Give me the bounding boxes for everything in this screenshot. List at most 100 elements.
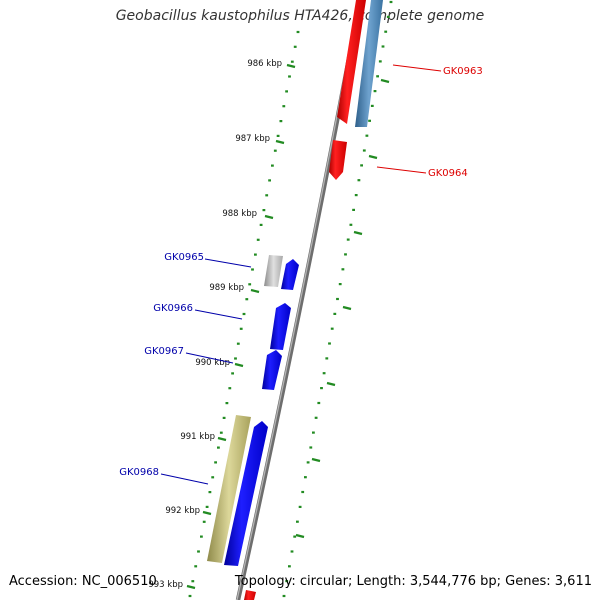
ruler-tick (353, 230, 363, 236)
ruler-minor-tick (273, 149, 277, 152)
ruler-label: 986 kbp (247, 59, 282, 69)
ruler-label: 993 kbp (148, 580, 183, 590)
ruler-labels: 986 kbp 987 kbp 988 kbp 989 kbp 990 kbp … (148, 59, 282, 590)
ruler-minor-tick (194, 565, 198, 568)
ruler-minor-tick (219, 431, 223, 434)
ruler-tick (295, 533, 305, 539)
ruler-minor-tick (251, 268, 254, 271)
ruler-minor-tick (188, 594, 192, 598)
gene-label-gk0967[interactable]: GK0967 (144, 346, 184, 357)
ruler-minor-tick (389, 0, 393, 4)
ruler-minor-tick (362, 149, 366, 152)
ruler-minor-tick (384, 30, 388, 33)
gene-gk0964-feature[interactable] (329, 140, 347, 180)
ruler-minor-tick (225, 402, 229, 405)
ruler-minor-tick (314, 416, 318, 419)
ruler-minor-tick (376, 75, 379, 78)
gene-label-gk0963[interactable]: GK0963 (443, 66, 483, 77)
genome-title: Geobacillus kaustophilus HTA426, complet… (115, 8, 485, 24)
ruler-minor-tick (279, 120, 283, 123)
gene-gk0965-grey-feature[interactable] (264, 255, 283, 287)
accession-text: Accession: NC_006510 (9, 574, 157, 589)
ruler-tick (186, 584, 196, 590)
ruler-label: 988 kbp (222, 209, 257, 219)
ruler-minor-tick (222, 416, 226, 419)
ruler-minor-tick (236, 342, 240, 345)
ruler-minor-tick (208, 491, 212, 494)
ruler-tick (368, 154, 378, 160)
ruler-tick (342, 305, 352, 311)
gene-features (207, 0, 383, 600)
ruler-minor-tick (357, 179, 361, 182)
ruler-minor-tick (368, 119, 371, 122)
ruler-minor-tick (234, 357, 237, 360)
ruler-minor-tick (322, 372, 326, 375)
gene-gk0968-khaki-feature[interactable] (207, 415, 251, 563)
ruler-track-inner (188, 30, 300, 598)
ruler-tick (286, 63, 296, 69)
ruler-label: 989 kbp (209, 283, 244, 293)
ruler-minor-tick (373, 90, 377, 93)
ruler-tick (311, 457, 321, 463)
gene-labels: GK0963 GK0964 GK0965 GK0966 GK0967 GK096… (119, 66, 483, 478)
ruler-minor-tick (214, 461, 217, 464)
ruler-minor-tick (239, 327, 243, 330)
ruler-label: 987 kbp (235, 134, 270, 144)
ruler-minor-tick (296, 520, 299, 523)
ruler-minor-tick (202, 520, 206, 523)
ruler-minor-tick (333, 312, 337, 315)
label-connectors (160, 64, 442, 485)
ruler-minor-tick (282, 105, 286, 108)
ruler-minor-tick (386, 15, 390, 18)
gene-gk0963-feature[interactable] (337, 0, 366, 124)
ruler-minor-tick (231, 372, 234, 375)
ruler-minor-tick (288, 75, 291, 78)
ruler-minor-tick (306, 461, 310, 464)
ruler-minor-tick (217, 446, 220, 449)
gene-label-gk0964[interactable]: GK0964 (428, 168, 468, 179)
ruler-minor-tick (211, 476, 215, 479)
ruler-ticks (186, 63, 390, 590)
ruler-tick (275, 139, 285, 145)
ruler-track-outer (282, 0, 393, 598)
ruler-minor-tick (290, 60, 294, 63)
ruler-minor-tick (312, 431, 315, 434)
gene-feature-bottom[interactable] (244, 590, 256, 600)
ruler-minor-tick (320, 387, 323, 390)
ruler-minor-tick (304, 476, 307, 479)
ruler-tick (326, 381, 336, 387)
ruler-minor-tick (378, 60, 382, 63)
gene-gk0966-feature[interactable] (270, 303, 291, 350)
ruler-minor-tick (288, 565, 291, 568)
gene-label-gk0966[interactable]: GK0966 (153, 303, 193, 314)
gene-gk0965-feature[interactable] (281, 259, 299, 290)
ruler-minor-tick (245, 298, 249, 301)
ruler-minor-tick (341, 268, 345, 271)
ruler-minor-tick (330, 327, 334, 330)
ruler-minor-tick (381, 45, 385, 48)
ruler-minor-tick (265, 194, 269, 197)
ruler-minor-tick (346, 238, 350, 241)
ruler-minor-tick (349, 223, 353, 226)
ruler-minor-tick (352, 208, 355, 211)
ruler-minor-tick (317, 401, 321, 405)
ruler-tick (234, 362, 244, 368)
ruler-minor-tick (338, 283, 342, 286)
ruler-minor-tick (276, 134, 280, 137)
ruler-minor-tick (205, 505, 209, 508)
ruler-minor-tick (328, 342, 331, 345)
gene-label-gk0965[interactable]: GK0965 (164, 252, 204, 263)
gene-gk0963-steel-feature[interactable] (355, 0, 383, 127)
ruler-minor-tick (354, 194, 358, 197)
ruler-minor-tick (200, 535, 203, 538)
ruler-minor-tick (282, 594, 286, 598)
ruler-minor-tick (242, 312, 246, 316)
ruler-minor-tick (285, 580, 289, 583)
gene-label-gk0968[interactable]: GK0968 (119, 467, 159, 478)
gene-gk0967-feature[interactable] (262, 350, 282, 390)
gene-gk0968-feature[interactable] (224, 421, 268, 566)
ruler-tick (217, 436, 227, 442)
ruler-minor-tick (336, 297, 339, 301)
ruler-tick (250, 288, 260, 294)
